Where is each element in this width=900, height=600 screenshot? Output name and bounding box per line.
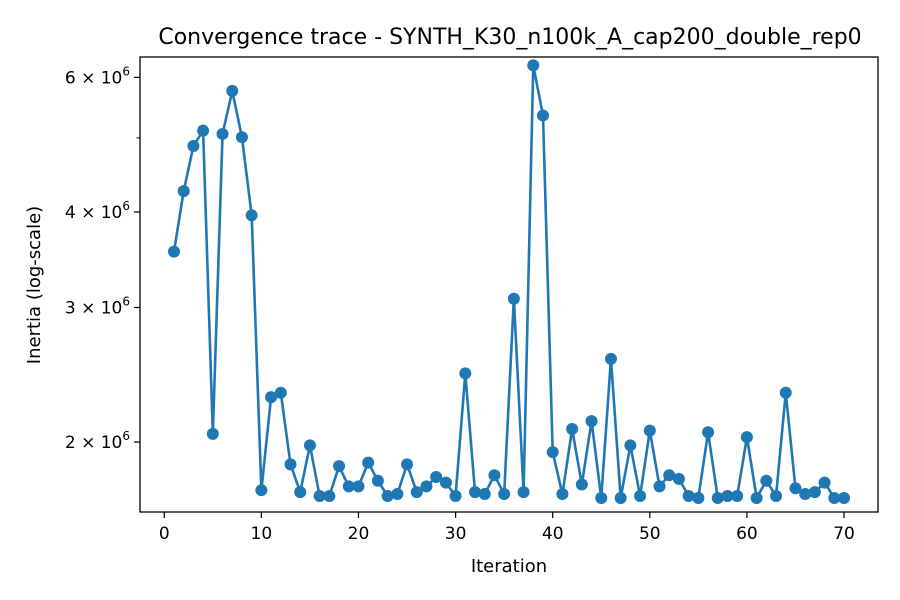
- data-point: [643, 424, 656, 437]
- data-point: [614, 491, 627, 504]
- data-point: [750, 491, 763, 504]
- data-point: [430, 471, 443, 484]
- data-point: [536, 109, 549, 122]
- data-point: [401, 458, 414, 471]
- data-point: [556, 488, 569, 501]
- data-point: [459, 367, 472, 380]
- data-point: [663, 469, 676, 482]
- data-point: [187, 139, 200, 152]
- data-point: [604, 352, 617, 365]
- data-point: [517, 486, 530, 499]
- data-point: [721, 490, 734, 502]
- x-tick-label: 10: [251, 524, 273, 544]
- x-tick-label: 50: [639, 524, 661, 544]
- y-axis-label: Inertia (log-scale): [24, 206, 45, 364]
- data-point: [760, 474, 773, 487]
- data-point: [197, 124, 210, 137]
- data-point: [265, 391, 278, 404]
- data-point: [838, 491, 851, 504]
- y-tick-label: 2 × 106: [65, 429, 130, 453]
- data-point: [624, 439, 637, 452]
- data-point: [711, 491, 724, 504]
- data-point: [478, 488, 491, 501]
- data-point: [546, 446, 559, 459]
- data-point: [342, 480, 355, 493]
- data-point: [255, 484, 268, 497]
- data-point: [362, 456, 375, 469]
- data-point: [692, 491, 705, 504]
- data-point: [799, 488, 812, 501]
- data-point: [245, 209, 258, 222]
- data-point: [449, 490, 462, 502]
- data-point: [740, 431, 753, 444]
- data-point: [226, 84, 239, 97]
- data-point: [575, 478, 588, 491]
- y-tick-label: 6 × 106: [65, 64, 130, 88]
- data-point: [634, 490, 647, 502]
- y-tick-label: 3 × 106: [65, 294, 130, 318]
- data-point: [216, 127, 229, 140]
- data-point: [410, 486, 423, 499]
- data-point: [818, 476, 831, 489]
- data-point: [420, 480, 433, 493]
- data-point: [381, 490, 394, 502]
- data-point: [808, 486, 821, 499]
- chart-title: Convergence trace - SYNTH_K30_n100k_A_ca…: [158, 25, 861, 50]
- data-point: [303, 439, 316, 452]
- x-tick-label: 70: [833, 524, 855, 544]
- data-point: [439, 476, 452, 489]
- x-axis-label: Iteration: [471, 556, 547, 577]
- data-point: [294, 486, 307, 499]
- data-point: [770, 490, 783, 502]
- data-point: [498, 488, 511, 501]
- data-point: [352, 480, 365, 493]
- data-point: [469, 486, 482, 499]
- x-tick-label: 20: [348, 524, 370, 544]
- data-point: [391, 488, 404, 501]
- data-point: [167, 245, 180, 258]
- x-tick-label: 60: [736, 524, 758, 544]
- data-point: [527, 59, 540, 72]
- data-point: [779, 386, 792, 399]
- data-point: [585, 415, 598, 428]
- y-axis-ticks: 2 × 106 3 × 106 4 × 106 6 × 106: [65, 64, 140, 453]
- plot-frame: [139, 56, 879, 513]
- data-point: [731, 490, 744, 502]
- data-point: [333, 460, 346, 473]
- data-point: [682, 490, 695, 502]
- data-point: [284, 458, 297, 471]
- data-point: [177, 185, 190, 198]
- x-tick-label: 30: [445, 524, 467, 544]
- data-point: [313, 490, 326, 502]
- data-point: [595, 491, 608, 504]
- data-point: [566, 423, 579, 436]
- data-point: [507, 292, 520, 305]
- data-point: [235, 131, 248, 144]
- data-point: [274, 386, 287, 399]
- data-point: [371, 474, 384, 487]
- data-point: [653, 480, 666, 493]
- data-point: [828, 491, 841, 504]
- data-point: [323, 490, 336, 502]
- x-tick-label: 0: [159, 524, 170, 544]
- x-tick-label: 40: [542, 524, 564, 544]
- data-point: [702, 426, 715, 439]
- y-tick-label: 4 × 106: [65, 199, 130, 223]
- data-point: [488, 469, 501, 482]
- data-point: [789, 482, 802, 495]
- data-point: [672, 472, 685, 485]
- data-point: [206, 427, 219, 440]
- x-axis-ticks: 0 10 20 30 40 50 60 70: [159, 512, 855, 544]
